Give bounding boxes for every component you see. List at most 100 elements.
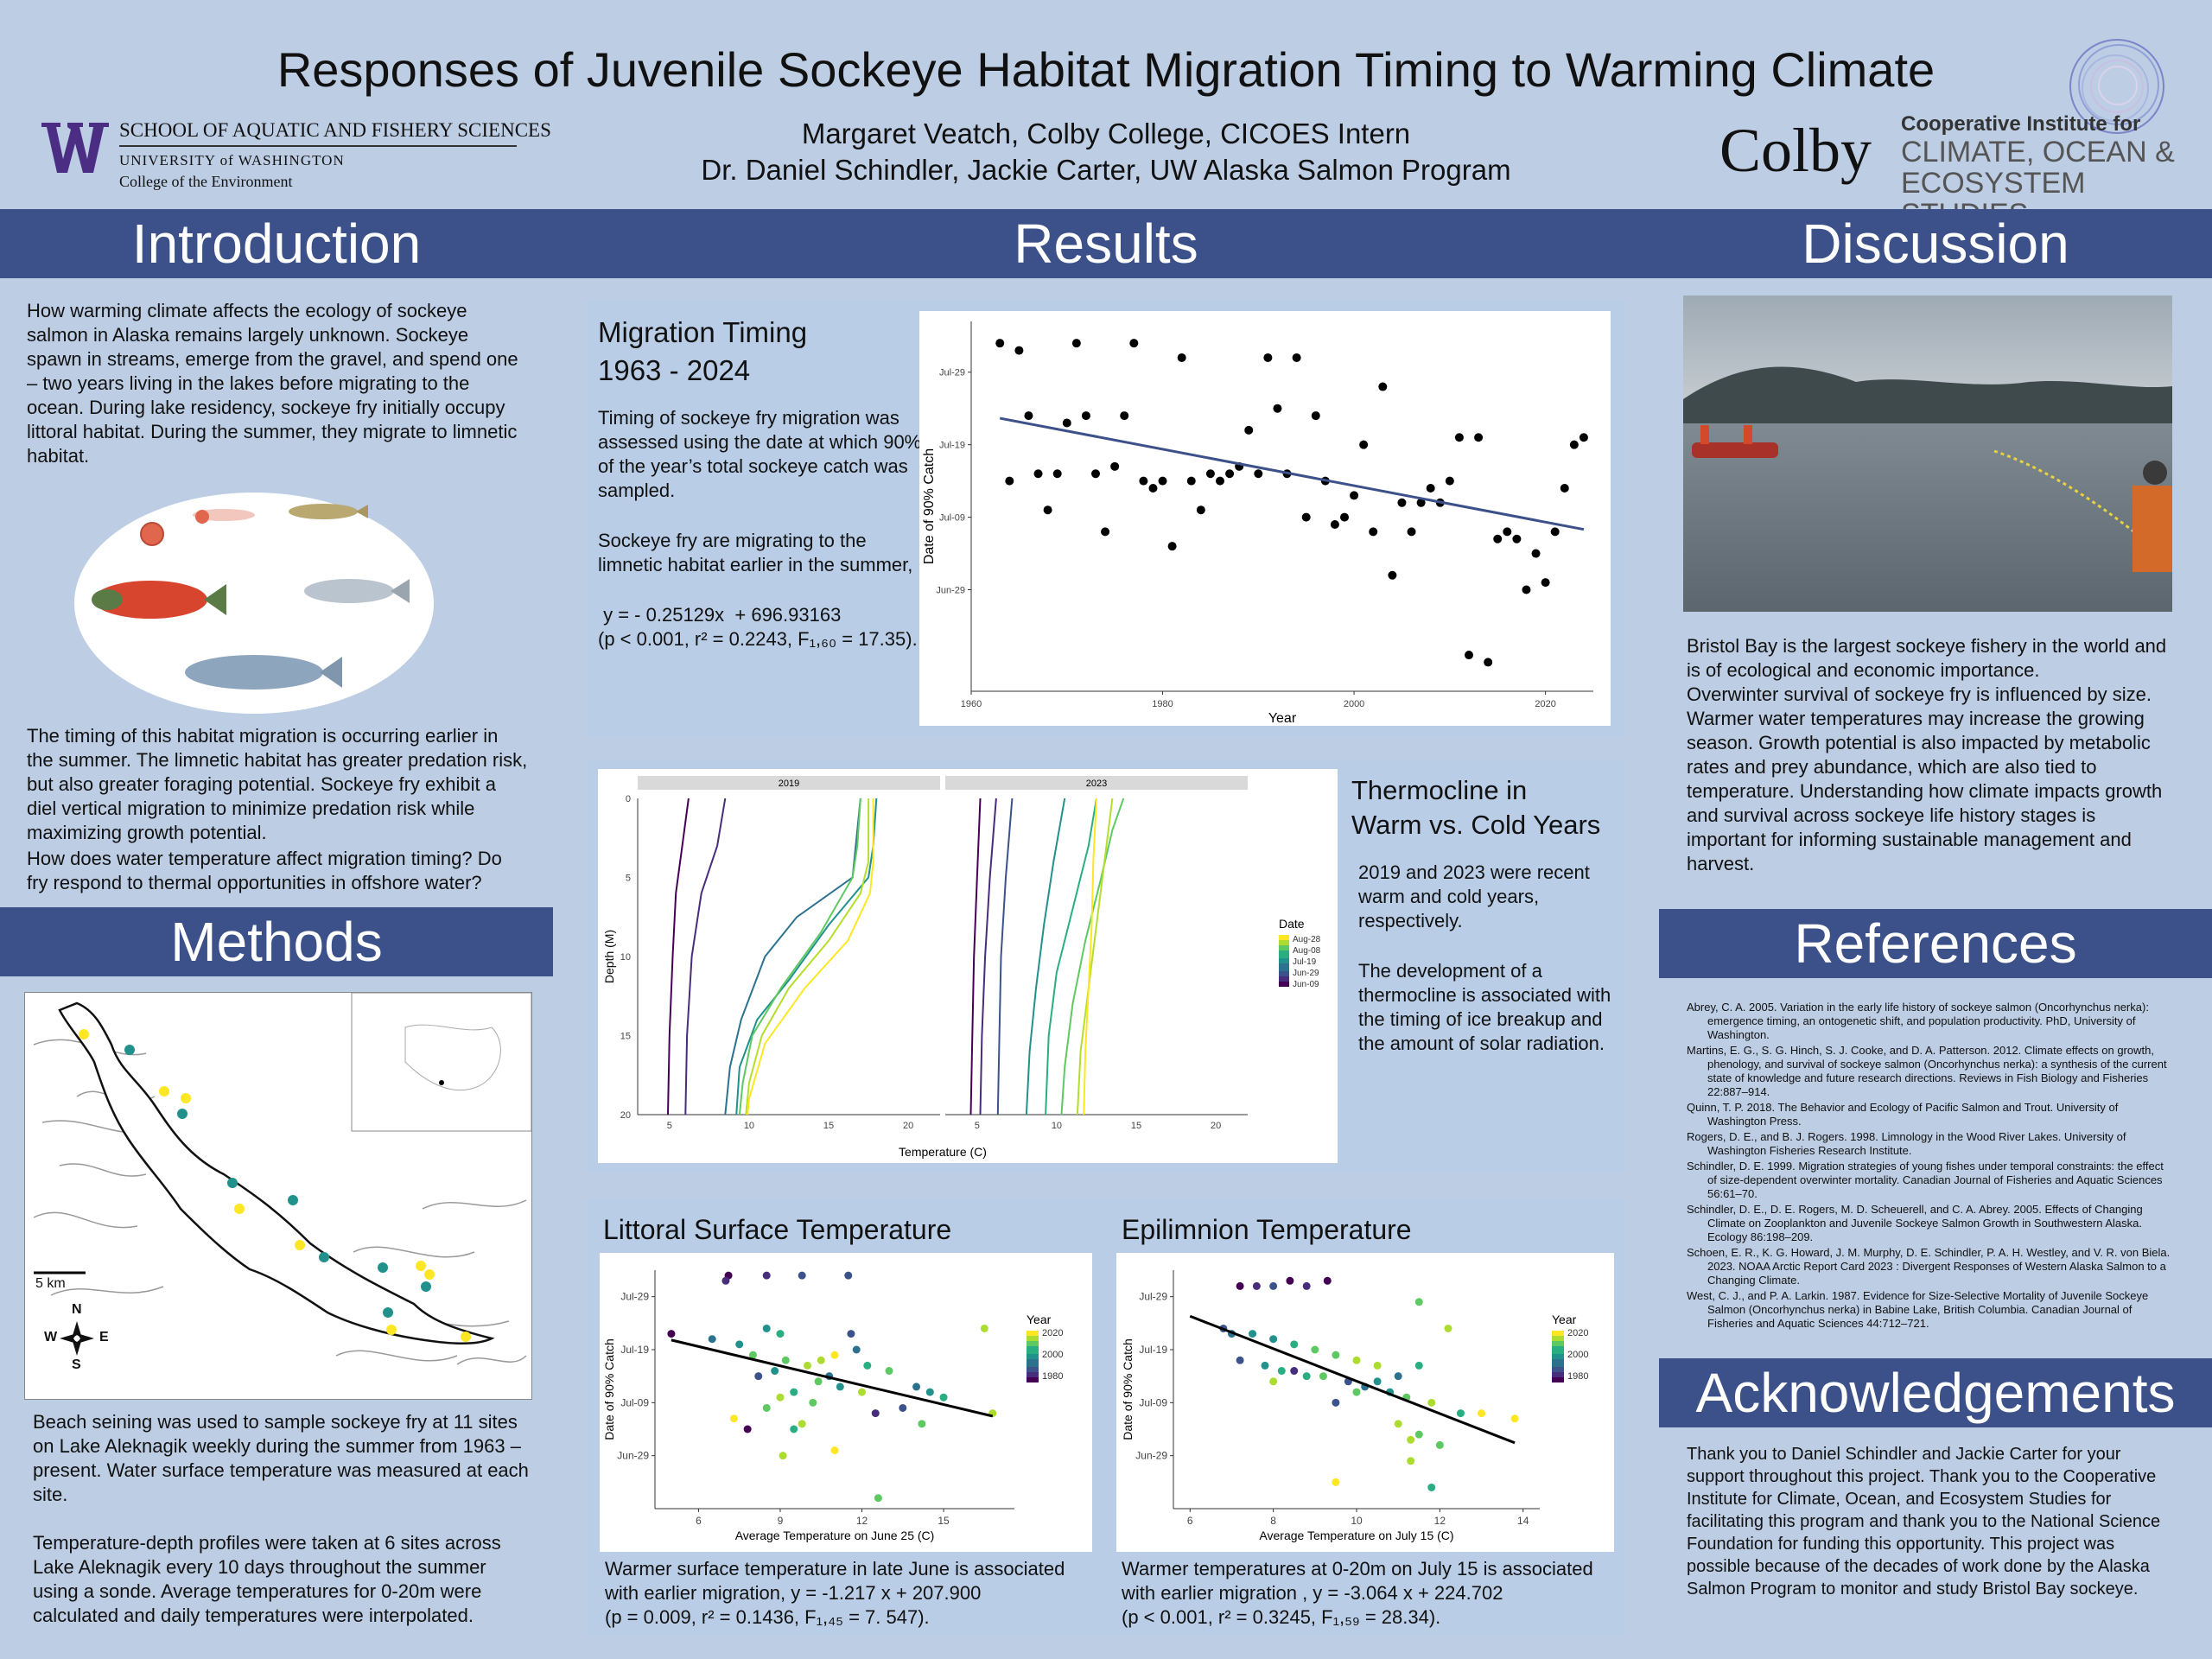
legend-color-step [1027, 1375, 1039, 1377]
legend-color-step [1552, 1375, 1564, 1377]
trend-line [1189, 1314, 1516, 1445]
data-point [1484, 658, 1493, 667]
legend-color-step [1027, 1346, 1039, 1349]
data-point [748, 1351, 757, 1359]
compass-w: W [44, 1330, 58, 1344]
acknowledgements-header: Acknowledgements [1659, 1358, 2212, 1427]
legend-color-step [1027, 1357, 1039, 1359]
data-point [1091, 469, 1100, 479]
uw-university: UNIVERSITY of WASHINGTON [119, 152, 345, 168]
poster-title: Responses of Juvenile Sockeye Habitat Mi… [276, 42, 1936, 97]
legend-label: 2000 [1042, 1350, 1063, 1360]
data-point [817, 1356, 825, 1364]
littoral-title: Littoral Surface Temperature [603, 1214, 952, 1245]
migration-stats: (p < 0.001, r² = 0.2243, F₁,₆₀ = 17.35). [598, 628, 918, 650]
legend-label: 2020 [1567, 1328, 1588, 1338]
legend-label: Jul-19 [1293, 957, 1317, 967]
epilimnion-chart: 6 8 10 12 14 Jun-29 Jul-09 Jul-19 Jul-29 Average … [1121, 1270, 1588, 1542]
thermocline-title-1: Thermocline in [1351, 775, 1528, 805]
data-point [1301, 512, 1311, 522]
x-tick-label: 1960 [961, 699, 982, 709]
profile-line [1045, 798, 1097, 1116]
y-tick-label: Jul-19 [939, 441, 965, 451]
data-point [1388, 570, 1397, 580]
data-point [1311, 1345, 1319, 1354]
x-axis-label: Average Temperature on July 15 (C) [1259, 1529, 1453, 1542]
epilimnion-caption: Warmer temperatures at 0-20m on July 15 … [1122, 1557, 1614, 1630]
thermocline-paragraph-1: 2019 and 2023 were recent warm and cold … [1358, 861, 1590, 931]
legend-color-step [1027, 1336, 1039, 1338]
x-tick-label: 5 [667, 1121, 672, 1131]
data-point [1033, 469, 1043, 479]
data-point [1263, 353, 1273, 362]
legend-color-step [1027, 1362, 1039, 1364]
data-point [1139, 476, 1148, 486]
legend-color-step [1279, 956, 1289, 958]
migration-equation: y = - 0.25129x + 696.93163 [598, 604, 842, 626]
reference-item: Abrey, C. A. 2005. Variation in the earl… [1687, 1001, 2149, 1041]
legend-title: Year [1552, 1313, 1577, 1326]
legend-color-step [1279, 974, 1289, 976]
legend-label: Jun-29 [1293, 969, 1319, 978]
reference-item: Schindler, D. E. 1999. Migration strateg… [1687, 1160, 2164, 1200]
data-point [1167, 542, 1177, 551]
methods-paragraph-1: Beach seining was used to sample sockeye… [33, 1411, 529, 1505]
data-point [1550, 527, 1560, 537]
data-point [1236, 1281, 1244, 1290]
introduction-header: Introduction [0, 209, 553, 278]
data-point [1444, 1324, 1452, 1332]
data-point [1158, 476, 1167, 486]
egg-icon [140, 522, 164, 546]
data-point [1407, 1457, 1415, 1465]
legend-color-step [1279, 984, 1289, 987]
data-point [1101, 527, 1110, 537]
legend-color-step [1552, 1377, 1564, 1380]
data-point [809, 1398, 817, 1407]
data-point [798, 1420, 806, 1428]
data-point [1196, 505, 1205, 515]
map-scale-label: 5 km [35, 1276, 66, 1291]
data-point [1062, 418, 1071, 428]
legend-color-step [1027, 1351, 1039, 1354]
x-axis-label: Temperature (C) [899, 1145, 987, 1159]
results-header: Results [553, 209, 1659, 278]
x-tick-label: 14 [1517, 1515, 1529, 1527]
y-tick-label: Jul-29 [620, 1291, 649, 1303]
data-point [1560, 484, 1569, 493]
x-axis-label: Average Temperature on June 25 (C) [735, 1529, 935, 1542]
data-point [762, 1271, 771, 1280]
legend-color-step [1279, 950, 1289, 953]
data-point [1043, 505, 1052, 515]
data-point [1503, 527, 1512, 537]
profile-line [996, 798, 1014, 1116]
authors-line1: Margaret Veatch, Colby College, CICOES I… [801, 118, 1411, 149]
data-point [1323, 1276, 1332, 1285]
data-point [1216, 476, 1224, 486]
profile-line [969, 798, 982, 1116]
littoral-chart: 6 9 12 15 Jun-29 Jul-09 Jul-19 Jul-29 Average Te… [602, 1270, 1063, 1542]
x-tick-label: 8 [1270, 1515, 1276, 1527]
legend-color-step [1552, 1362, 1564, 1364]
littoral-caption-2: (p = 0.009, r² = 0.1436, F₁,₄₅ = 7. 547)… [605, 1606, 930, 1628]
data-point [871, 1409, 880, 1418]
data-point [1252, 1281, 1261, 1290]
data-point [1531, 549, 1541, 558]
legend-color-step [1279, 935, 1289, 938]
data-point [1254, 469, 1263, 479]
uw-w-icon [41, 123, 109, 173]
data-point [1120, 411, 1129, 421]
legend-color-step [1552, 1341, 1564, 1344]
data-point [1332, 1351, 1340, 1359]
data-point [925, 1388, 934, 1396]
data-point [1292, 353, 1301, 362]
profile-line [1025, 798, 1066, 1116]
facet-label: 2019 [779, 779, 799, 789]
data-point [1445, 476, 1454, 486]
legend-color-step [1027, 1349, 1039, 1351]
site-markers [79, 1029, 471, 1342]
data-point [771, 1367, 779, 1376]
reference-item: West, C. J., and P. A. Larkin. 1987. Evi… [1687, 1289, 2149, 1330]
epilimnion-chart-frame: 6 8 10 12 14 Jun-29 Jul-09 Jul-19 Jul-29 Average … [1116, 1253, 1614, 1552]
data-point [1569, 440, 1579, 449]
data-point [1478, 1409, 1486, 1418]
